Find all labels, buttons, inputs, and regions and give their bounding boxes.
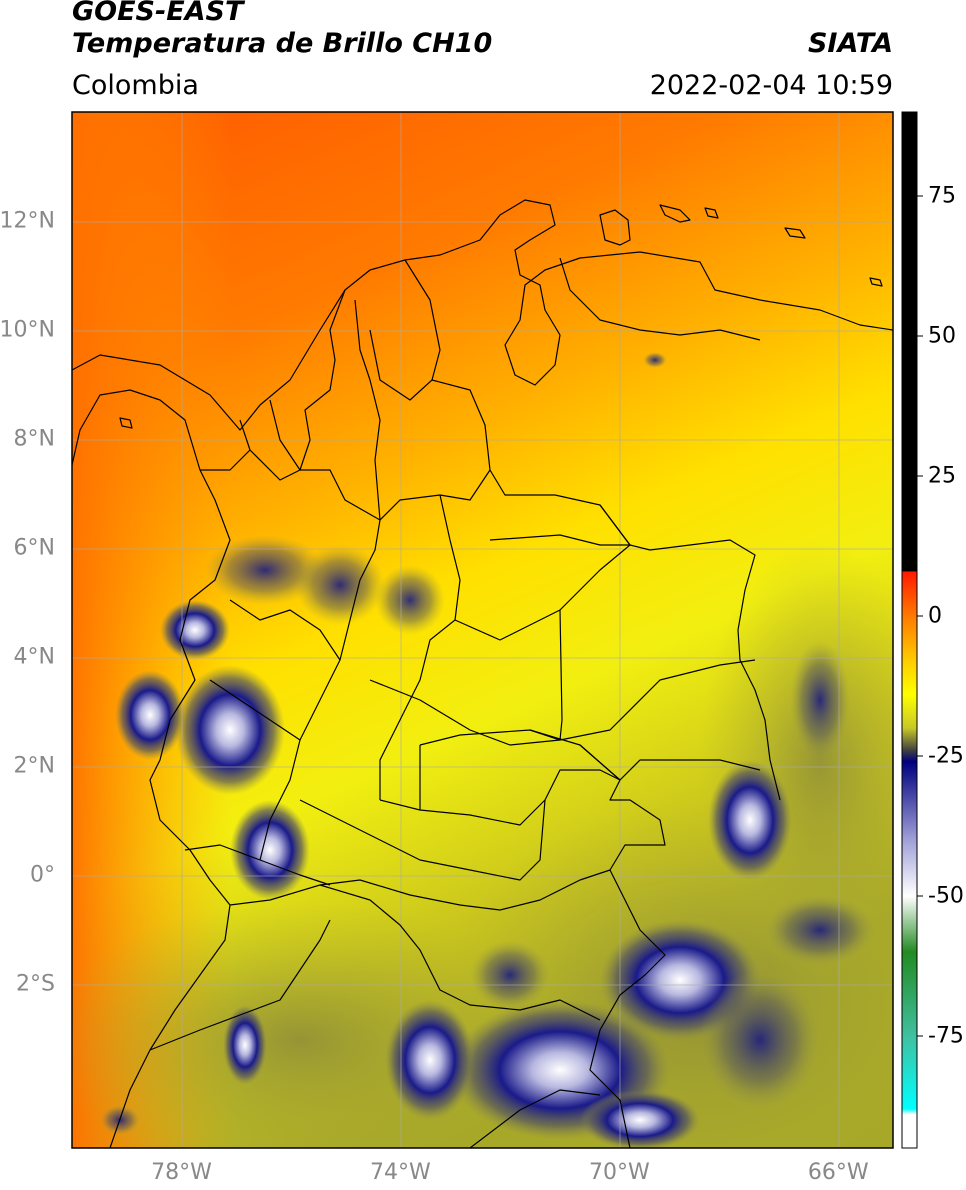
venezuela-internal [559,257,761,546]
satellite-title: GOES-EAST [72,0,244,27]
small-island-1 [704,207,719,219]
dept-13 [319,869,611,911]
dept-15 [209,679,301,741]
peru-brazil-border [469,1089,601,1148]
small-island-3 [869,277,883,287]
lat-tick-label: 0° [30,862,55,888]
dept-17 [354,299,381,521]
colombia-peru-border [229,884,601,1021]
colombia-brazil-border [589,779,666,1148]
dept-7 [559,609,563,741]
datetime-label: 2022-02-04 10:59 [649,70,893,101]
lon-tick-label: 70°W [588,1160,650,1185]
small-island-4 [119,417,133,429]
lon-tick-label: 78°W [151,1160,212,1185]
colorbar-tick-label: 0 [928,603,942,629]
ecuador-peru-border [149,919,331,1051]
colombia-venezuela-border [431,379,781,801]
caribbean-coastline [72,199,893,431]
dept-3 [259,519,381,861]
map-frame [71,111,894,1149]
lat-tick-label: 12°N [0,208,55,234]
colorbar-tick-label: -75 [928,1023,964,1049]
colorbar-tick-label: 75 [928,183,956,209]
pacific-coastline [72,389,231,1148]
graticule [72,112,893,1148]
organization-label: SIATA [807,28,893,59]
colorbar-tick-label: -25 [928,743,964,769]
lat-tick-label: 10°N [0,317,55,343]
lon-tick-label: 74°W [370,1160,431,1185]
dept-10 [379,769,621,826]
cloud-clusters [100,352,875,1148]
brightness-temperature-field [72,112,893,1148]
dept-19 [579,744,761,781]
dept-16 [369,259,441,401]
dept-5 [489,534,630,546]
small-island-2 [784,227,806,239]
curacao-islands [659,204,691,223]
dept-12 [299,799,546,881]
dept-2 [299,289,346,471]
dept-18 [269,399,301,471]
colorbar-tick-label: -50 [928,883,964,909]
dept-4 [379,494,461,800]
colorbar [901,111,923,1149]
colorbar-tick-label: 25 [928,463,956,489]
region-label: Colombia [72,70,199,101]
borders [72,199,893,1148]
dept-14 [229,599,341,661]
dept-20 [529,729,561,741]
colorbar-tick-label: 50 [928,323,956,349]
colombia-panama-border [200,419,251,471]
aruba-islands [599,209,631,246]
lon-tick-label: 66°W [807,1160,869,1185]
lat-tick-label: 6°N [13,535,55,561]
dept-1 [249,449,491,521]
lat-tick-label: 2°N [13,753,55,779]
lat-tick-label: 4°N [13,644,55,670]
lat-tick-label: 8°N [13,426,55,452]
product-title: Temperatura de Brillo CH10 [72,28,493,59]
lat-tick-label: 2°S [16,971,55,997]
